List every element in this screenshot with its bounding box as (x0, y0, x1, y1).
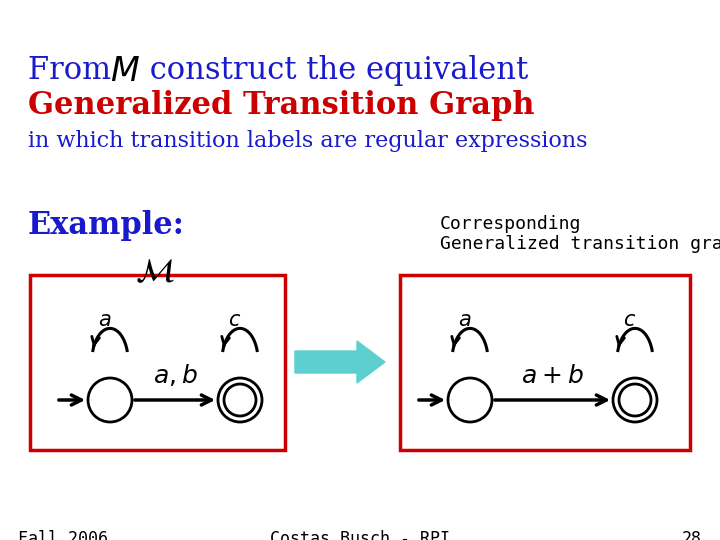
Text: $a,b$: $a,b$ (153, 362, 197, 388)
Text: Generalized transition graph: Generalized transition graph (440, 235, 720, 253)
Circle shape (88, 378, 132, 422)
Text: construct the equivalent: construct the equivalent (140, 55, 528, 86)
Text: Fall 2006: Fall 2006 (18, 530, 108, 540)
Bar (30, 275, 285, 450)
Text: $\mathit{M}$: $\mathit{M}$ (110, 55, 140, 88)
Text: Example:: Example: (28, 210, 185, 241)
Circle shape (613, 378, 657, 422)
Text: $a$: $a$ (99, 312, 112, 330)
Text: $\mathcal{M}$: $\mathcal{M}$ (135, 255, 175, 288)
Text: $a$: $a$ (459, 312, 472, 330)
Text: Generalized Transition Graph: Generalized Transition Graph (28, 90, 535, 121)
Circle shape (448, 378, 492, 422)
Text: in which transition labels are regular expressions: in which transition labels are regular e… (28, 130, 588, 152)
Text: $c$: $c$ (624, 312, 636, 330)
Text: Costas Busch - RPI: Costas Busch - RPI (270, 530, 450, 540)
Bar (400, 275, 690, 450)
Text: $c$: $c$ (228, 312, 242, 330)
Text: From: From (28, 55, 121, 86)
Text: 28: 28 (682, 530, 702, 540)
Circle shape (218, 378, 262, 422)
FancyArrow shape (295, 341, 385, 383)
Text: $a+b$: $a+b$ (521, 365, 584, 388)
Text: Corresponding: Corresponding (440, 215, 581, 233)
